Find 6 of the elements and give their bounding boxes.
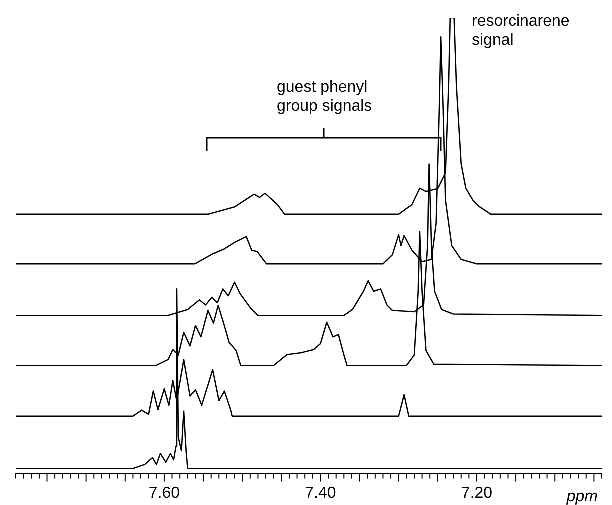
annotation: resorcinarene signal: [472, 12, 571, 50]
x-tick-label: 7.40: [305, 484, 336, 502]
annotation: guest phenyl group signals: [277, 78, 374, 116]
x-tick-label: 7.20: [461, 484, 493, 502]
x-axis-title: ppm: [566, 488, 598, 505]
x-tick-label: 7.60: [148, 484, 180, 502]
